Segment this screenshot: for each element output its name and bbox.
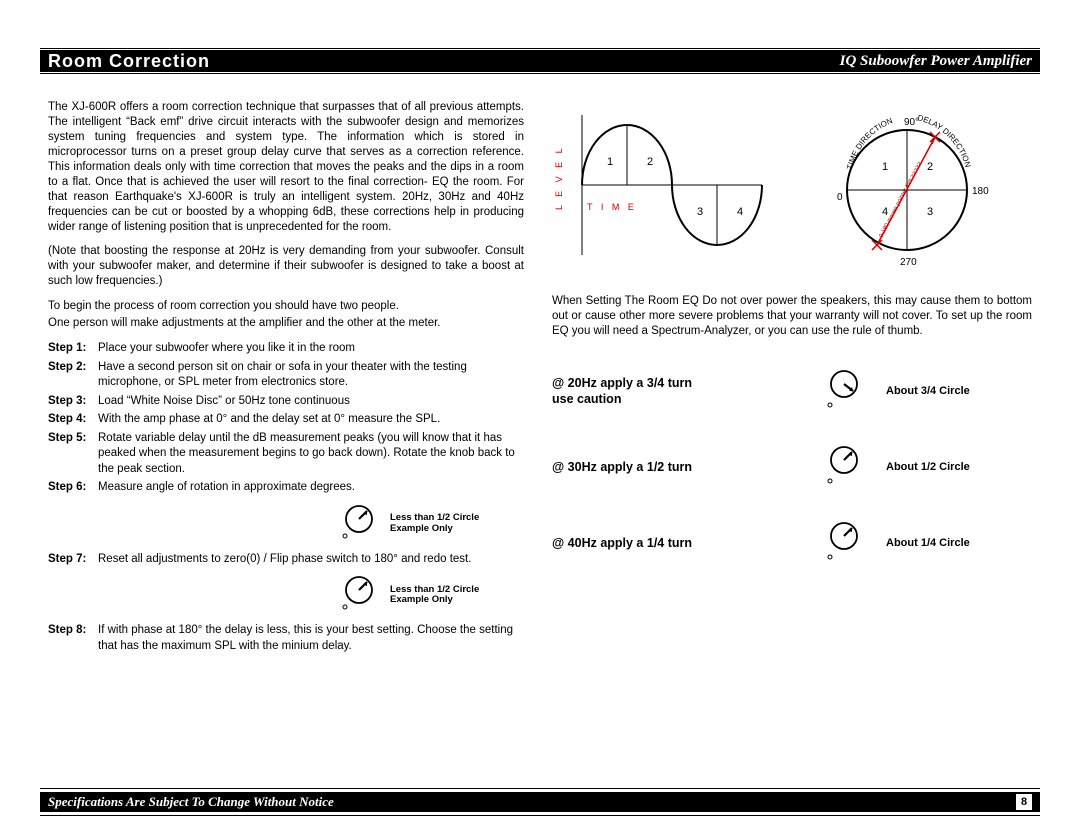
- eq-caution: use caution: [552, 392, 621, 406]
- quad-1: 1: [607, 156, 613, 168]
- step-row: Step 4: With the amp phase at 0° and the…: [48, 412, 524, 428]
- step-row: Step 2: Have a second person sit on chai…: [48, 360, 524, 391]
- begin-line-1: To begin the process of room correction …: [48, 299, 524, 314]
- eq-row-40hz: @ 40Hz apply a 1/4 turn About 1/4 Circle: [552, 519, 1032, 567]
- left-column: The XJ-600R offers a room correction tec…: [48, 100, 524, 774]
- step-row: Step 3: Load “White Noise Disc” or 50Hz …: [48, 394, 524, 410]
- step-row: Step 5: Rotate variable delay until the …: [48, 431, 524, 478]
- dial-label: Less than 1/2 CircleExample Only: [390, 585, 479, 606]
- sine-wave-diagram: L E V E L T I M E 1 2 3 4: [552, 100, 772, 270]
- x-axis-label: T I M E: [587, 202, 637, 212]
- example-dial-1: Less than 1/2 CircleExample Only: [338, 502, 524, 546]
- y-axis-label: L E V E L: [554, 145, 564, 210]
- eq-label: @ 30Hz apply a 1/2 turn: [552, 459, 802, 475]
- header-bar: Room Correction IQ Suboowfer Power Ampli…: [40, 50, 1040, 72]
- pq-1: 1: [882, 161, 888, 173]
- page-title: Room Correction: [48, 51, 210, 72]
- note-paragraph: (Note that boosting the response at 20Hz…: [48, 244, 524, 289]
- step-text: Place your subwoofer where you like it i…: [98, 341, 524, 357]
- right-column: L E V E L T I M E 1 2 3 4: [552, 100, 1032, 774]
- step-label: Step 2:: [48, 360, 98, 391]
- step-label: Step 7:: [48, 552, 98, 568]
- arc-right-label: DELAY DIRECTION: [916, 113, 972, 168]
- product-title: IQ Suboowfer Power Amplifier: [840, 53, 1032, 70]
- example-dial-2: Less than 1/2 CircleExample Only: [338, 573, 524, 617]
- step-text: Rotate variable delay until the dB measu…: [98, 431, 524, 478]
- step-label: Step 8:: [48, 623, 98, 654]
- steps-list: Step 1: Place your subwoofer where you l…: [48, 341, 524, 654]
- quad-4: 4: [737, 206, 743, 218]
- step-text: With the amp phase at 0° and the delay s…: [98, 412, 524, 428]
- step-label: Step 1:: [48, 341, 98, 357]
- quad-2: 2: [647, 156, 653, 168]
- step-row: Step 1: Place your subwoofer where you l…: [48, 341, 524, 357]
- pq-2: 2: [927, 161, 933, 173]
- footer-notice: Specifications Are Subject To Change Wit…: [48, 794, 334, 810]
- eq-desc: About 1/2 Circle: [886, 460, 970, 474]
- step-text: Reset all adjustments to zero(0) / Flip …: [98, 552, 524, 568]
- dial-icon: [822, 443, 866, 491]
- step-row: Step 6: Measure angle of rotation in app…: [48, 480, 524, 496]
- step-label: Step 6:: [48, 480, 98, 496]
- deg-90: 90°: [904, 117, 919, 128]
- pq-4: 4: [882, 206, 888, 218]
- dial-icon: [822, 519, 866, 567]
- page-number: 8: [1016, 794, 1032, 810]
- diagrams-row: L E V E L T I M E 1 2 3 4: [552, 100, 1032, 280]
- footer-bar: Specifications Are Subject To Change Wit…: [40, 792, 1040, 812]
- eq-row-30hz: @ 30Hz apply a 1/2 turn About 1/2 Circle: [552, 443, 1032, 491]
- dial-icon: [338, 573, 382, 617]
- step-label: Step 5:: [48, 431, 98, 478]
- eq-warning: When Setting The Room EQ Do not over pow…: [552, 294, 1032, 339]
- deg-270: 270: [900, 257, 917, 268]
- eq-row-20hz: @ 20Hz apply a 3/4 turn use caution Abou…: [552, 367, 1032, 415]
- step-label: Step 3:: [48, 394, 98, 410]
- phase-circle-diagram: 90° 180 270 0 1 2 4 3: [782, 100, 1032, 280]
- step-row: Step 7: Reset all adjustments to zero(0)…: [48, 552, 524, 568]
- begin-line-2: One person will make adjustments at the …: [48, 316, 524, 331]
- dial-icon: [822, 367, 866, 415]
- quad-3: 3: [697, 206, 703, 218]
- deg-0: 0: [837, 192, 843, 203]
- step-text: If with phase at 180° the delay is less,…: [98, 623, 524, 654]
- content-columns: The XJ-600R offers a room correction tec…: [48, 100, 1032, 774]
- eq-label: @ 20Hz apply a 3/4 turn use caution: [552, 375, 802, 408]
- eq-label: @ 40Hz apply a 1/4 turn: [552, 535, 802, 551]
- step-text: Measure angle of rotation in approximate…: [98, 480, 524, 496]
- intro-paragraph: The XJ-600R offers a room correction tec…: [48, 100, 524, 234]
- step-row: Step 8: If with phase at 180° the delay …: [48, 623, 524, 654]
- deg-180: 180: [972, 186, 989, 197]
- dial-label: Less than 1/2 CircleExample Only: [390, 513, 479, 534]
- eq-desc: About 3/4 Circle: [886, 384, 970, 398]
- pq-3: 3: [927, 206, 933, 218]
- step-text: Load “White Noise Disc” or 50Hz tone con…: [98, 394, 524, 410]
- eq-desc: About 1/4 Circle: [886, 536, 970, 550]
- step-text: Have a second person sit on chair or sof…: [98, 360, 524, 391]
- dial-icon: [338, 502, 382, 546]
- step-label: Step 4:: [48, 412, 98, 428]
